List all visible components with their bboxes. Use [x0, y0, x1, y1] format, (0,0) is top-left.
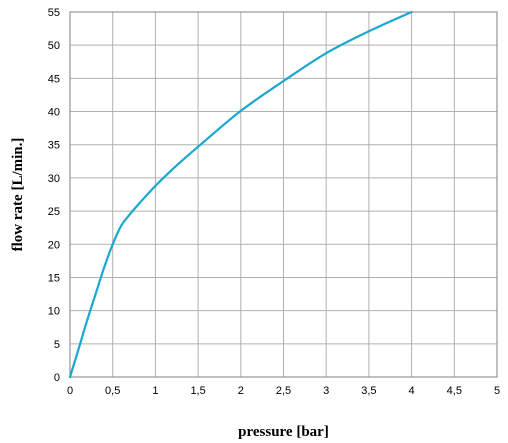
x-tick-label: 3: [323, 385, 329, 397]
x-tick-label: 0: [67, 385, 73, 397]
x-tick-label: 2,5: [276, 385, 291, 397]
y-tick-label: 45: [48, 73, 60, 85]
grid: [69, 11, 498, 378]
x-tick-label: 3,5: [361, 385, 376, 397]
x-tick-label: 0,5: [105, 385, 120, 397]
x-tick-label: 1,5: [190, 385, 205, 397]
y-axis-title: flow rate [L/min.]: [10, 138, 26, 252]
x-tick-label: 5: [494, 385, 500, 397]
y-tick-label: 20: [48, 239, 60, 251]
x-axis-title: pressure [bar]: [238, 424, 329, 440]
y-tick-label: 35: [48, 140, 60, 152]
y-tick-label: 5: [54, 339, 60, 351]
y-tick-label: 25: [48, 206, 60, 218]
y-tick-label: 10: [48, 306, 60, 318]
series-line: [68, 10, 413, 379]
y-tick-label: 50: [48, 40, 60, 52]
x-tick-label: 2: [238, 385, 244, 397]
x-tick-label: 1: [152, 385, 158, 397]
series-group: [68, 10, 413, 379]
x-axis-ticks: 0 0,5 1 1,5 2 2,5 3 3,5 4 4,5 5: [67, 385, 500, 397]
x-tick-label: 4: [409, 385, 415, 397]
y-tick-label: 15: [48, 272, 60, 284]
y-tick-label: 40: [48, 107, 60, 119]
plot-frame: [69, 11, 498, 378]
x-tick-label: 4,5: [447, 385, 462, 397]
y-tick-label: 0: [54, 372, 60, 384]
y-tick-label: 55: [48, 7, 60, 19]
y-axis-ticks: 0 5 10 15 20 25 30 35 40 45 50 55: [48, 7, 60, 384]
y-tick-label: 30: [48, 173, 60, 185]
